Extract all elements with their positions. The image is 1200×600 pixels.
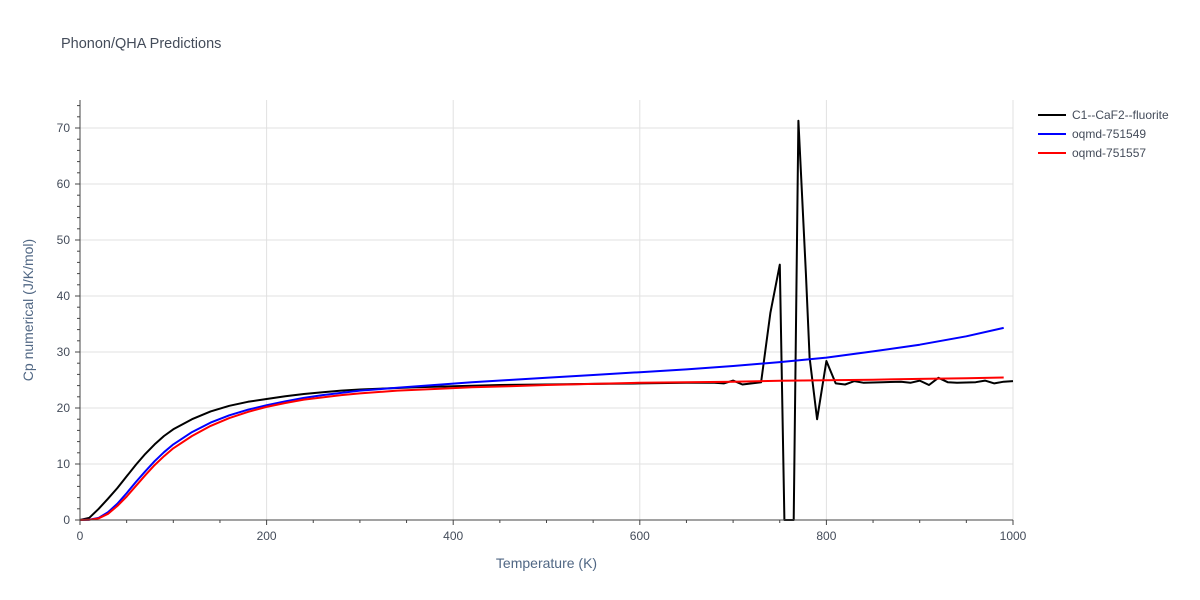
series-line-3[interactable] [79,376,1004,521]
x-tick-label: 200 [257,529,277,543]
legend-label: oqmd-751549 [1072,127,1146,141]
gridlines [80,100,1014,520]
y-tick-label: 20 [57,401,71,415]
x-tick-label: 400 [443,529,463,543]
x-tick-label: 1000 [1000,529,1027,543]
x-axis-title: Temperature (K) [496,555,597,571]
y-tick-label: 40 [57,289,71,303]
y-tick-label: 30 [57,345,71,359]
x-tick-label: 800 [816,529,836,543]
legend[interactable]: C1--CaF2--fluorite oqmd-751549 oqmd-751557 [1038,108,1169,160]
legend-label: C1--CaF2--fluorite [1072,108,1169,122]
y-tick-label: 60 [57,177,71,191]
x-tick-label: 0 [77,529,84,543]
series-lines [79,119,1014,521]
series-line-2[interactable] [79,326,1004,521]
y-tick-label: 50 [57,233,71,247]
y-tick-label: 0 [63,513,70,527]
y-axis-title: Cp numerical (J/K/mol) [20,239,36,381]
chart-title: Phonon/QHA Predictions [61,36,222,52]
x-tick-label: 600 [630,529,650,543]
y-tick-label: 10 [57,457,71,471]
axes: 0 200 400 600 800 1000 0 10 20 30 40 50 60 70 [57,100,1027,543]
legend-item-1[interactable]: C1--CaF2--fluorite [1038,108,1169,122]
legend-label: oqmd-751557 [1072,146,1146,160]
series-line-1[interactable] [79,119,1014,521]
y-tick-label: 70 [57,121,71,135]
legend-item-2[interactable]: oqmd-751549 [1038,127,1146,141]
legend-item-3[interactable]: oqmd-751557 [1038,146,1146,160]
